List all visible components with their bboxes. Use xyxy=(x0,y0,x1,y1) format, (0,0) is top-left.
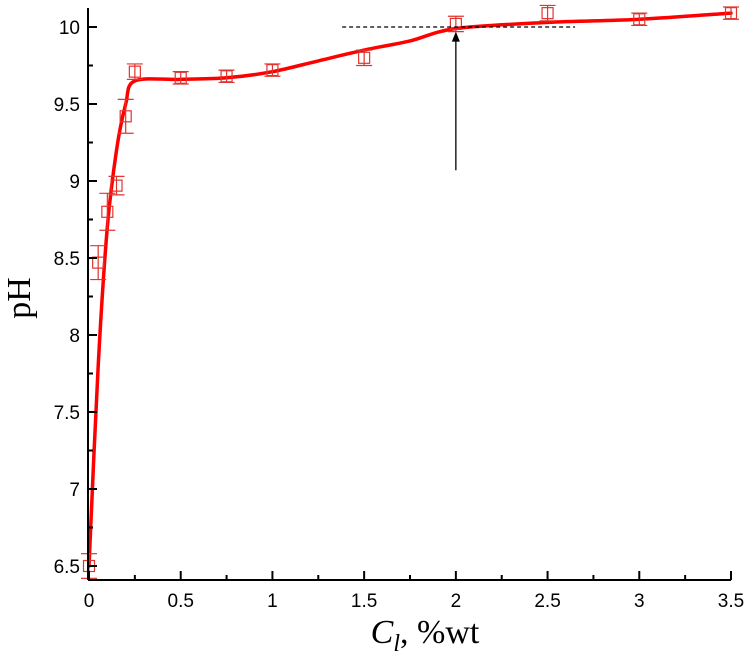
arrow-head-icon xyxy=(451,31,460,42)
axis-labels-layer: pH Cl, %wt xyxy=(1,277,480,652)
data-point-11 xyxy=(539,4,556,22)
x-tick-label-7: 3.5 xyxy=(718,591,744,612)
x-tick-label-3: 1.5 xyxy=(351,591,377,612)
y-axis-label: pH xyxy=(1,277,38,319)
x-axis-label: Cl, %wt xyxy=(371,614,480,652)
square-marker-7 xyxy=(220,70,233,83)
x-tick-label-4: 2 xyxy=(451,591,462,612)
square-marker-4 xyxy=(119,110,132,123)
data-point-4 xyxy=(117,98,134,134)
y-tick-label-4: 8.5 xyxy=(54,249,80,270)
x-axis-label-suffix: , %wt xyxy=(400,614,480,651)
annotation-layer xyxy=(342,26,576,171)
data-point-3 xyxy=(108,175,125,196)
y-tick-label-3: 8 xyxy=(69,326,80,347)
data-point-13 xyxy=(723,6,739,20)
square-marker-11 xyxy=(541,7,554,20)
square-marker-13 xyxy=(724,7,738,20)
square-marker-8 xyxy=(266,64,279,77)
data-point-12 xyxy=(631,12,648,27)
x-tick-label-0: 0 xyxy=(84,591,95,612)
square-marker-6 xyxy=(174,71,187,84)
x-tick-label-6: 3 xyxy=(634,591,645,612)
data-point-7 xyxy=(218,69,235,84)
square-marker-5 xyxy=(128,65,141,78)
y-tick-label-2: 7.5 xyxy=(54,403,80,424)
x-tick-label-2: 1 xyxy=(267,591,278,612)
square-marker-1 xyxy=(92,256,105,269)
fit-curve-layer xyxy=(87,11,733,568)
y-tick-label-7: 10 xyxy=(59,18,80,39)
data-point-2 xyxy=(99,192,116,231)
square-marker-10 xyxy=(449,17,462,31)
y-tick-label-6: 9.5 xyxy=(54,95,80,116)
square-marker-2 xyxy=(101,205,114,218)
square-marker-9 xyxy=(358,51,371,64)
square-marker-3 xyxy=(110,179,123,192)
data-point-6 xyxy=(172,71,189,85)
y-tick-label-1: 7 xyxy=(69,480,80,501)
axes-layer: 0 0.5 1 1.5 2 2.5 3 3.5 6.5 7 7.5 8 8.5 9 9.5 10 xyxy=(54,8,744,612)
x-axis-label-subscript: l xyxy=(393,631,400,652)
x-tick-label-1: 0.5 xyxy=(168,591,194,612)
fit-curve xyxy=(87,11,733,568)
x-tick-label-5: 2.5 xyxy=(534,591,560,612)
y-tick-label-0: 6.5 xyxy=(54,557,80,578)
square-marker-12 xyxy=(633,13,646,26)
data-markers-layer xyxy=(81,4,739,579)
data-point-1 xyxy=(90,245,107,281)
data-point-10 xyxy=(447,15,464,33)
x-axis-label-main: C xyxy=(371,614,394,651)
data-point-9 xyxy=(356,49,373,67)
data-point-8 xyxy=(264,63,281,77)
data-point-5 xyxy=(126,63,143,80)
y-tick-label-5: 9 xyxy=(69,172,80,193)
